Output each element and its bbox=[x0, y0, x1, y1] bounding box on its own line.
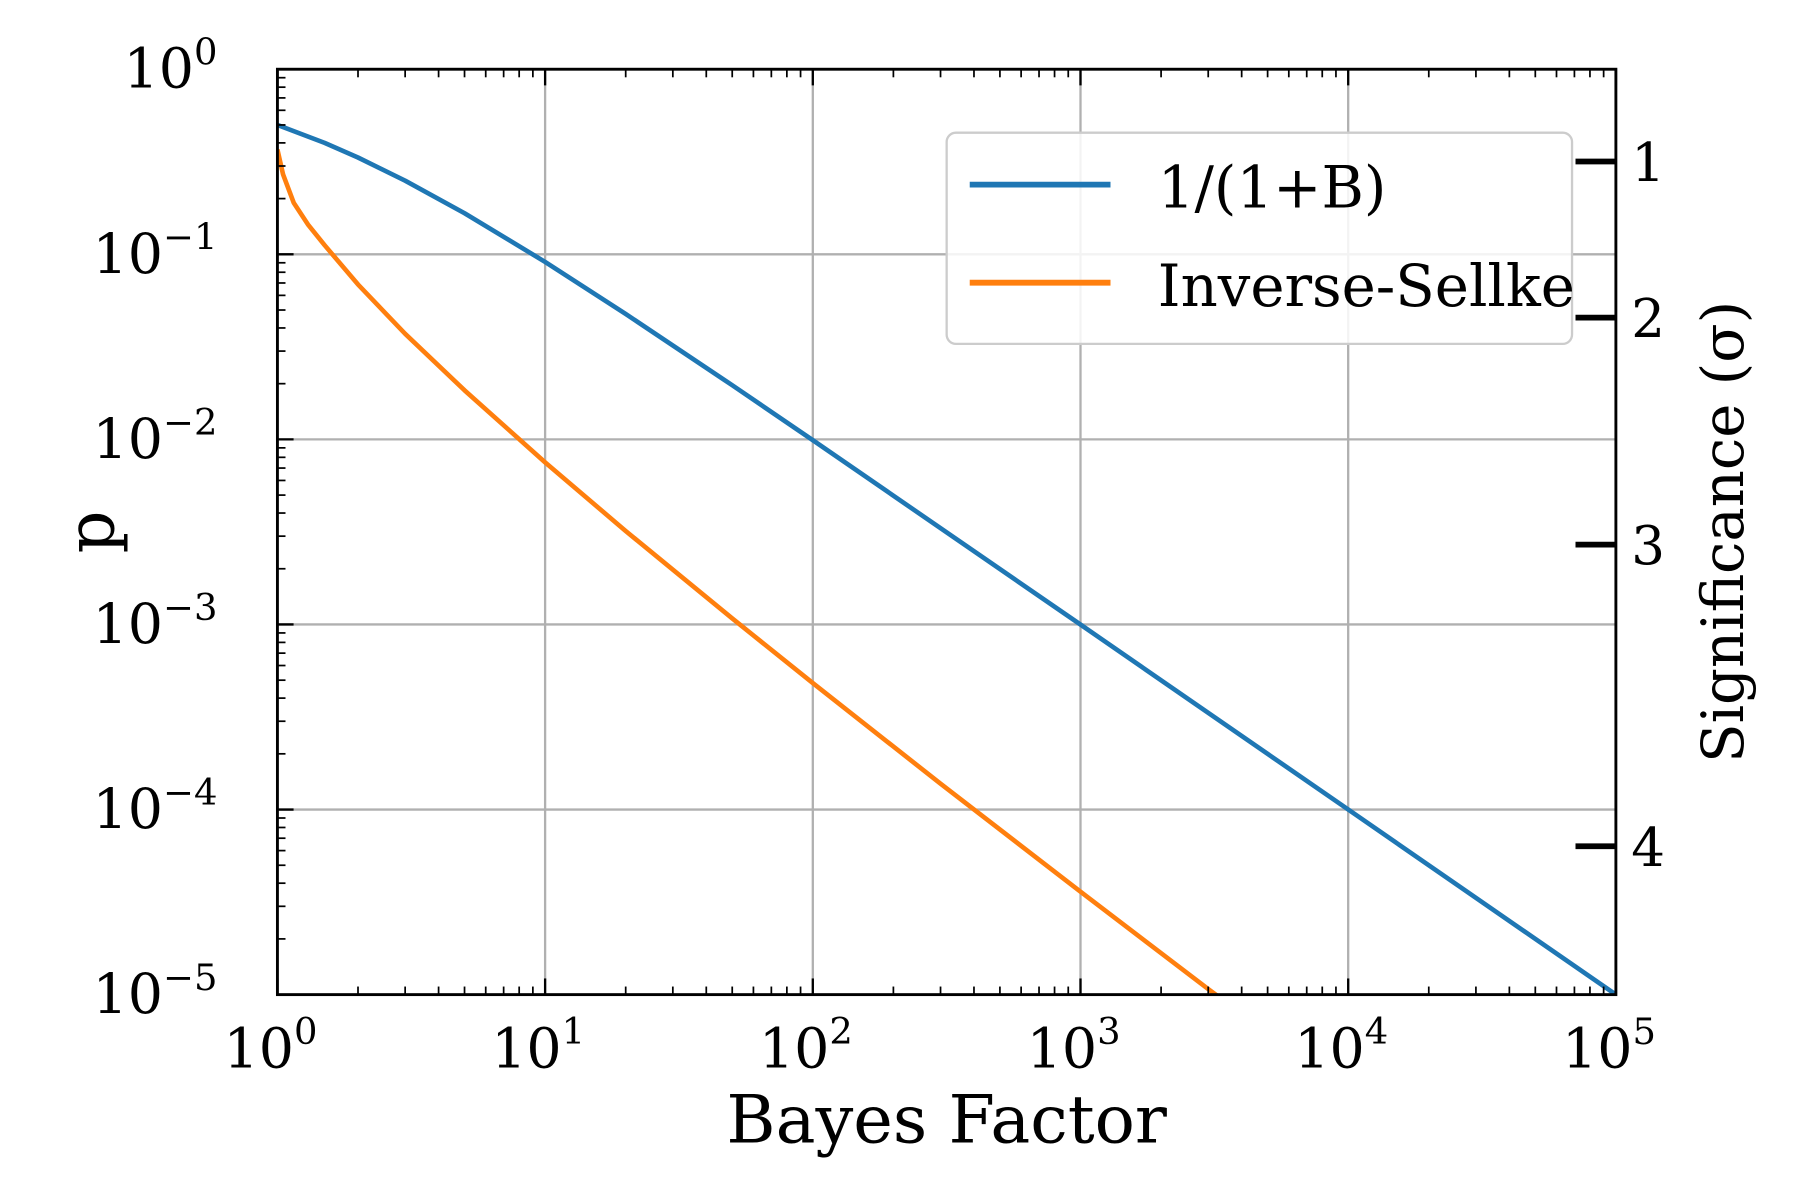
y-tick-label: 10−1 bbox=[93, 216, 218, 287]
x-tick-label: 102 bbox=[759, 1010, 853, 1081]
sigma-tick-label: 2 bbox=[1631, 288, 1665, 350]
x-tick-label: 101 bbox=[491, 1010, 585, 1081]
x-axis-label: Bayes Factor bbox=[726, 1080, 1166, 1158]
x-tick-label: 100 bbox=[224, 1010, 318, 1081]
x-tick-label: 104 bbox=[1294, 1010, 1388, 1081]
series-line-one-over-one-plus-b bbox=[277, 122, 1616, 995]
y-tick-label: 10−2 bbox=[93, 401, 218, 472]
series-lines bbox=[277, 122, 1616, 995]
y-axis-label: p bbox=[52, 511, 130, 554]
x-tick-label: 103 bbox=[1027, 1010, 1121, 1081]
plot-frame bbox=[275, 67, 1618, 997]
y-tick-label: 10−5 bbox=[93, 956, 218, 1027]
legend-label-blue: 1/(1+B) bbox=[1158, 154, 1387, 222]
series-line-inverse-sellke bbox=[277, 149, 1220, 995]
y-tick-label: 10−4 bbox=[93, 771, 218, 842]
y2-axis-label: Significance (σ) bbox=[1689, 301, 1757, 763]
sigma-tick-label: 4 bbox=[1631, 817, 1665, 879]
x-tick-label: 105 bbox=[1562, 1010, 1656, 1081]
legend-label-orange: Inverse-Sellke bbox=[1158, 252, 1575, 320]
sigma-tick-label: 3 bbox=[1631, 515, 1665, 577]
legend: 1/(1+B) Inverse-Sellke bbox=[945, 131, 1575, 345]
sigma-tick-label: 1 bbox=[1631, 132, 1665, 194]
y-tick-label: 10−3 bbox=[93, 586, 218, 657]
y-tick-label: 100 bbox=[123, 31, 217, 102]
